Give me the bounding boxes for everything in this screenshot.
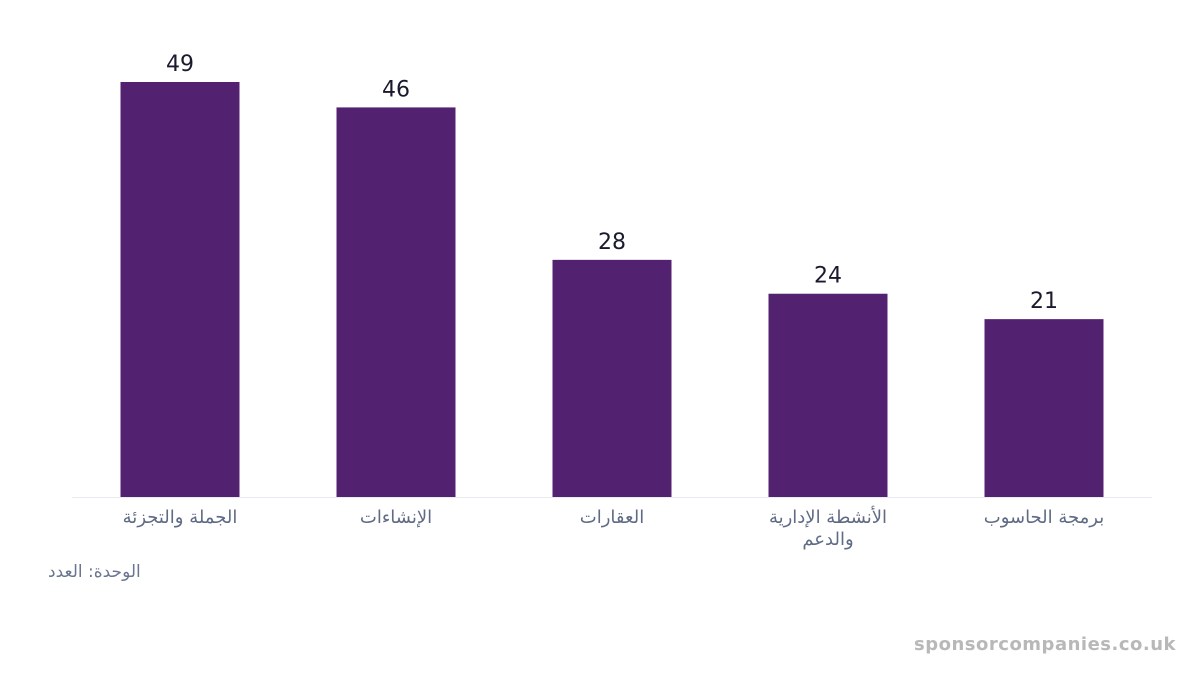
category-label-3-line-1: والدعم bbox=[802, 529, 853, 550]
category-label-3-line-0: الأنشطة الإدارية bbox=[769, 506, 887, 528]
bar-3 bbox=[768, 293, 888, 497]
unit-label: الوحدة: العدد bbox=[48, 562, 141, 582]
category-labels-group: الجملة والتجزئة الإنشاءات العقارات الأنشطة … bbox=[123, 506, 1105, 550]
category-label-2: العقارات bbox=[580, 507, 644, 528]
value-label-2: 28 bbox=[598, 230, 626, 255]
value-label-1: 46 bbox=[382, 77, 410, 102]
value-label-3: 24 bbox=[814, 264, 842, 289]
bar-0 bbox=[120, 82, 240, 497]
value-labels-group: 49 46 28 24 21 bbox=[166, 52, 1058, 314]
value-label-4: 21 bbox=[1030, 289, 1058, 314]
bar-4 bbox=[984, 319, 1104, 497]
value-label-0: 49 bbox=[166, 52, 194, 77]
bar-2 bbox=[552, 259, 672, 497]
category-label-1: الإنشاءات bbox=[360, 507, 432, 528]
category-label-0: الجملة والتجزئة bbox=[123, 507, 238, 528]
category-label-4: برمجة الحاسوب bbox=[984, 507, 1105, 528]
watermark: sponsorcompanies.co.uk bbox=[914, 634, 1176, 655]
bar-1 bbox=[336, 107, 456, 497]
bars-group bbox=[120, 82, 1104, 497]
